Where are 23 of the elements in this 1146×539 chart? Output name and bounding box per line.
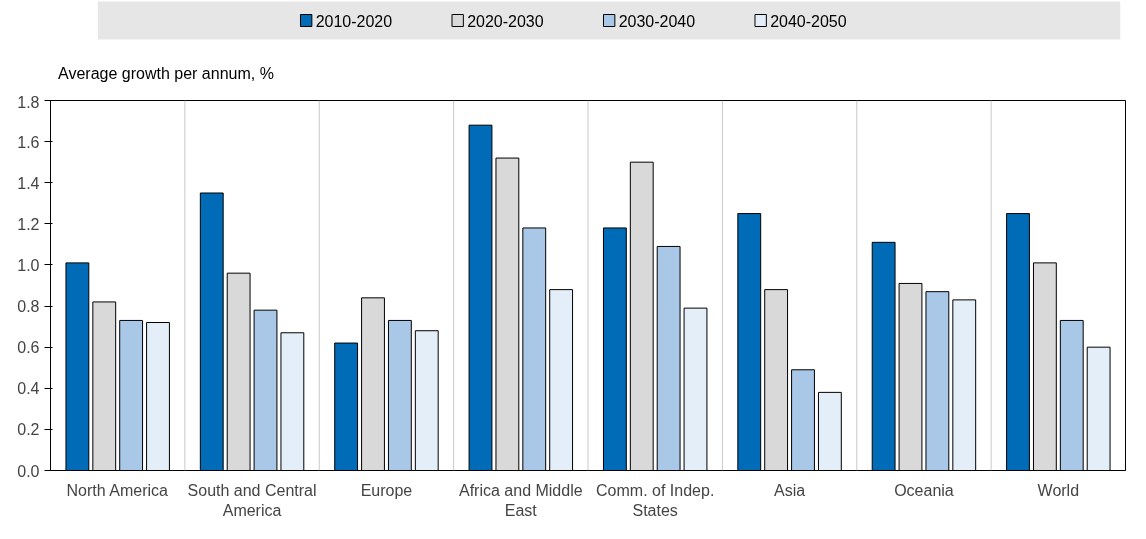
legend-label: 2030-2040 [618,12,696,30]
y-tick-label: 1.0 [17,256,40,274]
x-tick-label: Africa and Middle East [459,481,583,519]
x-tick-label: North America [66,481,169,499]
y-tick-label: 0.0 [17,462,40,480]
y-axis-title: Average growth per annum, % [58,65,274,82]
x-tick-label: Asia [774,481,806,499]
y-tick-label: 1.4 [17,174,40,192]
legend-label: 2020-2030 [467,12,544,30]
legend-label: 2040-2050 [770,12,847,30]
y-tick-label: 0.8 [17,298,40,316]
y-tick-label: 0.6 [17,339,40,357]
y-tick-label: 0.4 [17,380,40,398]
y-tick-label: 1.2 [17,215,40,233]
legend-label: 2010-2020 [315,12,393,30]
y-tick-label: 1.6 [17,133,40,151]
x-tick-label: Comm. of Indep. States [596,481,715,519]
x-tick-label: World [1037,481,1080,499]
x-tick-label: Europe [360,481,413,499]
y-tick-label: 1.8 [17,93,40,111]
y-tick-label: 0.2 [17,421,40,439]
x-tick-label: South and Central America [187,481,317,519]
x-tick-label: Oceania [894,481,954,499]
